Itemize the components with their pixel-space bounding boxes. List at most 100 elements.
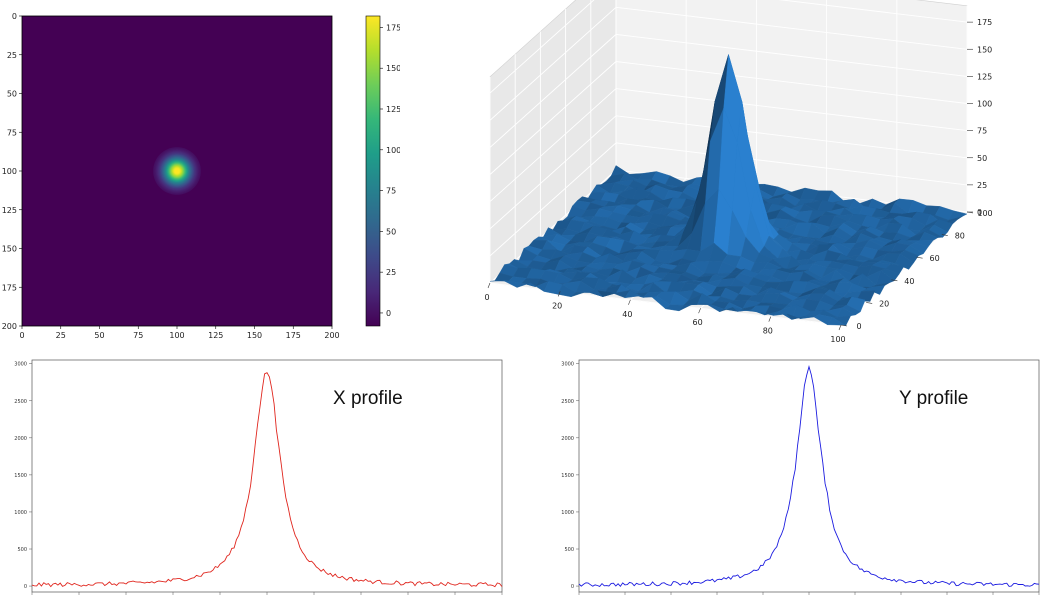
profile-y-tick-label: 1500 (14, 473, 27, 479)
surface-x-tick (698, 308, 701, 314)
colorbar-tick-label: 25 (386, 268, 396, 277)
colorbar-tick-label: 0 (386, 309, 391, 318)
profile-axes: 0 500 1000 1500 2000 2500 3000 (561, 359, 1040, 595)
surface-z-tick-label: 125 (977, 72, 992, 81)
y-profile-panel: 0 500 1000 1500 2000 2500 3000 Y profile (552, 355, 1045, 596)
profile-y-tick-label: 2500 (561, 399, 574, 405)
heatmap-x-tick-label: 50 (94, 331, 104, 340)
surface-x-tick-label: 20 (552, 301, 562, 310)
x-profile-chart: 0 500 1000 1500 2000 2500 3000 X profile (14, 359, 503, 595)
profile-y-tick-label: 1000 (561, 510, 574, 516)
surface-z-tick-label: 75 (977, 127, 987, 136)
surface-grid-line (489, 33, 968, 148)
surface-y-tick-label: 40 (904, 277, 914, 286)
surface-z-tick-label: 0 (977, 208, 982, 217)
heatmap-x-tick-label: 200 (324, 331, 339, 340)
heatmap-panel: 0 25 50 75 100 125 150 175 200 0 25 50 75 100 125 150 17… (0, 0, 402, 345)
surface-z-tick-label: 25 (977, 181, 987, 190)
heatmap-x-tick-label: 150 (247, 331, 262, 340)
surface-3d-panel: 0 20 40 60 80 100 0 20 40 60 80 100 0 25 50 75 100 125 150… (430, 0, 1045, 350)
profile-y-tick-label: 500 (564, 547, 574, 553)
heatmap-x-tick-label: 0 (19, 331, 24, 340)
surface-y-tick-label: 20 (879, 299, 889, 308)
profile-y-tick-label: 1500 (561, 473, 574, 479)
profile-y-tick-label: 3000 (561, 362, 574, 368)
colorbar-gradient (365, 15, 381, 327)
surface-x-tick (557, 291, 561, 297)
heatmap-chart: 0 25 50 75 100 125 150 175 200025507510012515017… (2, 12, 402, 340)
x-profile-panel: 0 500 1000 1500 2000 2500 3000 X profile (0, 355, 520, 596)
heatmap-y-tick-label: 25 (7, 51, 17, 60)
surface-x-tick-label: 80 (763, 327, 773, 336)
surface-grid-line (489, 88, 968, 202)
profile-series-line (31, 372, 503, 588)
surface-y-tick-label: 80 (955, 232, 965, 241)
surface-y-tick (866, 302, 873, 304)
surface-x-tick-label: 100 (830, 335, 845, 344)
surface-3d-chart: 0204060801000204060801000255075100125150… (484, 0, 993, 344)
heatmap-colorbar: 0 25 50 75 100 125 150 175 (365, 15, 401, 327)
heatmap-x-tick-label: 125 (208, 331, 223, 340)
surface-z-tick-label: 150 (977, 45, 992, 54)
heatmap-y-tick-label: 100 (2, 167, 17, 176)
surface-y-tick (941, 234, 948, 236)
profile-frame (578, 359, 1040, 593)
surface-mesh (489, 54, 968, 326)
profile-y-tick-label: 500 (17, 547, 27, 553)
surface-y-tick-label: 100 (977, 209, 992, 218)
colorbar-tick-label: 100 (386, 146, 400, 155)
surface-axis-labels: 0204060801000204060801000255075100125150… (484, 18, 992, 344)
profile-y-tick-label: 2000 (14, 436, 27, 442)
profile-frame (31, 359, 503, 593)
profile-y-tick-label: 2000 (561, 436, 574, 442)
heatmap-y-tick-label: 50 (7, 90, 17, 99)
surface-x-tick (768, 316, 772, 322)
surface-y-tick-label: 0 (856, 322, 861, 331)
heatmap-y-tick-label: 125 (2, 206, 17, 215)
colorbar-tick-label: 150 (386, 64, 400, 73)
surface-z-tick-label: 50 (977, 154, 987, 163)
surface-grid-line (489, 142, 968, 257)
profile-y-tick-label: 0 (571, 584, 574, 590)
surface-x-tick (628, 299, 631, 305)
heatmap-y-tick-label: 150 (2, 245, 17, 254)
colorbar-tick-label: 50 (386, 227, 396, 236)
colorbar-tick-label: 75 (386, 187, 396, 196)
surface-x-tick (838, 324, 842, 331)
surface-x-tick-label: 60 (693, 318, 703, 327)
profile-y-tick-label: 2500 (14, 399, 27, 405)
surface-y-tick-label: 60 (930, 254, 940, 263)
surface-grid-line (489, 6, 968, 121)
profile-series-line (578, 365, 1040, 588)
surface-x-tick-label: 0 (484, 293, 489, 302)
colorbar-tick-label: 175 (386, 23, 400, 32)
heatmap-x-tick-label: 75 (133, 331, 143, 340)
surface-y-tick (916, 256, 923, 259)
surface-grid-line (489, 61, 968, 175)
y-profile-chart: 0 500 1000 1500 2000 2500 3000 Y profile (561, 359, 1040, 595)
profile-y-tick-label: 3000 (14, 362, 27, 368)
profile-y-tick-label: 0 (24, 584, 27, 590)
surface-grid-line (489, 115, 968, 230)
colorbar-tick-label: 125 (386, 105, 400, 114)
profile-annotation: Y profile (899, 388, 968, 409)
heatmap-y-tick-label: 75 (7, 128, 17, 137)
surface-x-tick (487, 282, 491, 289)
profile-axes: 0 500 1000 1500 2000 2500 3000 (14, 359, 503, 595)
surface-y-tick (840, 324, 848, 327)
heatmap-y-tick-label: 200 (2, 322, 17, 331)
heatmap-x-tick-label: 175 (286, 331, 301, 340)
heatmap-peak-ring (176, 170, 178, 172)
heatmap-y-tick-label: 0 (12, 12, 17, 21)
surface-grid-line (489, 0, 968, 94)
heatmap-x-tick-label: 100 (169, 331, 184, 340)
heatmap-peak (153, 147, 201, 195)
surface-z-tick-label: 100 (977, 100, 992, 109)
heatmap-plot-area: 0 25 50 75 100 125 150 175 200025507510012515017… (2, 12, 340, 340)
surface-y-tick (891, 279, 898, 282)
heatmap-y-tick-label: 175 (2, 283, 17, 292)
heatmap-x-tick-label: 25 (56, 331, 66, 340)
profile-annotation: X profile (333, 388, 403, 409)
surface-z-tick-label: 175 (977, 18, 992, 27)
profile-y-tick-label: 1000 (14, 510, 27, 516)
